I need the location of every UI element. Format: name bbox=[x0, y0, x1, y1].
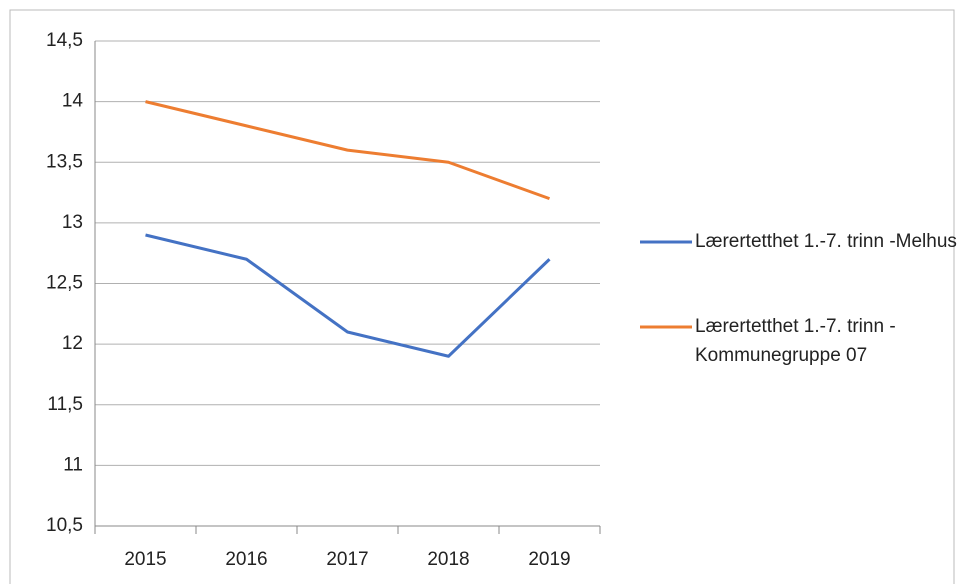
y-tick-label: 14 bbox=[62, 91, 84, 112]
y-tick-label: 13 bbox=[62, 212, 83, 233]
legend-label: Lærertetthet 1.-7. trinn - Kommunegruppe… bbox=[695, 316, 896, 366]
chart-border bbox=[9, 9, 955, 584]
x-tick-label: 2015 bbox=[124, 549, 166, 570]
y-tick-label: 14,5 bbox=[46, 30, 83, 51]
legend-label: Lærertetthet 1.-7. trinn -Melhus bbox=[695, 231, 957, 252]
series-line bbox=[145, 233, 551, 358]
y-tick-label: 12 bbox=[62, 333, 83, 354]
x-tick-label: 2017 bbox=[326, 549, 368, 570]
y-tick-label: 11 bbox=[63, 454, 83, 475]
x-tick-label: 2019 bbox=[528, 549, 570, 570]
y-tick-label: 12,5 bbox=[46, 273, 83, 294]
x-tick-label: 2018 bbox=[427, 549, 469, 570]
y-tick-label: 10,5 bbox=[46, 515, 83, 536]
series-line bbox=[145, 100, 551, 201]
y-tick-label: 13,5 bbox=[46, 151, 83, 172]
x-tick-label: 2016 bbox=[225, 549, 267, 570]
y-tick-label: 11,5 bbox=[47, 394, 83, 415]
